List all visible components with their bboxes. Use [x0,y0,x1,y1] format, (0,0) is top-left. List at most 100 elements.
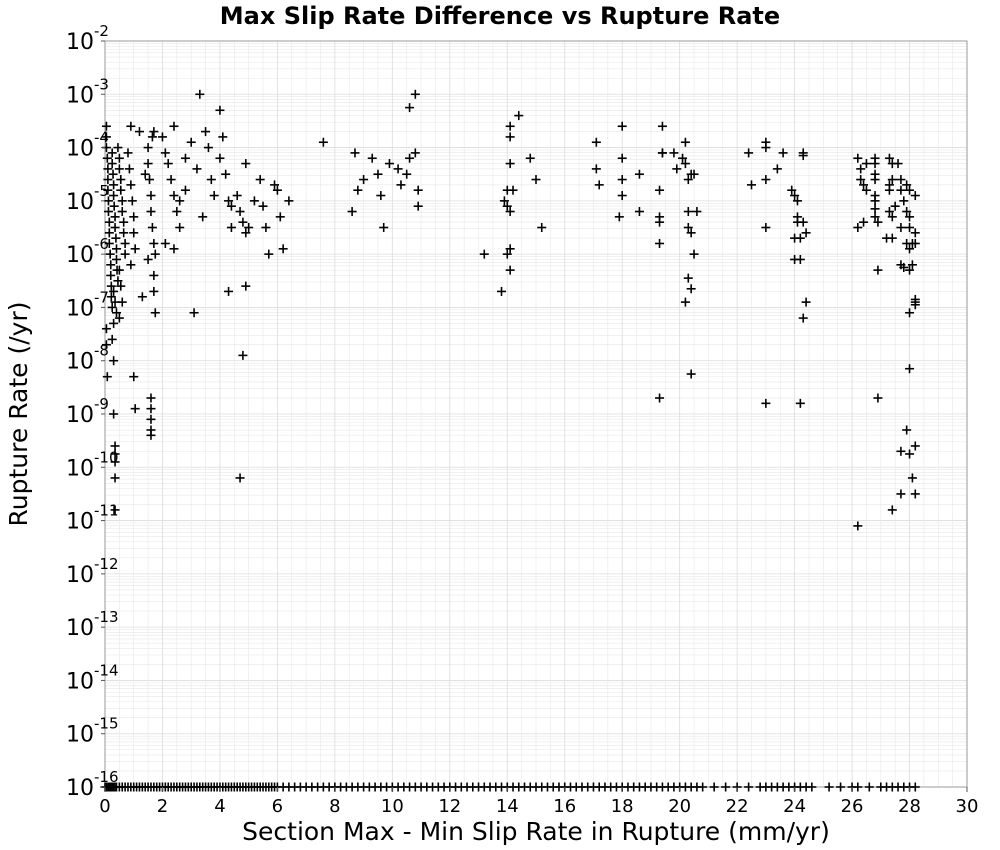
data-point [761,223,771,232]
x-tick-label: 6 [272,796,283,817]
data-point [744,782,754,792]
data-point [272,185,282,195]
data-point [238,350,248,360]
x-tick-label: 24 [783,796,806,817]
data-point [127,196,137,206]
data-point [686,228,696,238]
data-point [101,132,111,142]
data-point [896,185,906,195]
data-point [896,223,906,232]
data-point [905,223,915,232]
data-point [680,297,690,307]
data-point [669,148,679,158]
x-tick-label: 18 [611,796,634,817]
data-point [870,175,880,185]
data-point [505,121,515,131]
data-point [129,228,139,238]
data-point [120,249,130,259]
data-point [146,191,156,201]
data-point [111,254,121,264]
data-point [655,393,665,403]
y-tick-label: 10-7 [66,288,109,321]
data-point [110,212,120,222]
data-point [747,180,756,190]
data-point [261,223,271,232]
data-point [910,489,920,499]
data-point [870,212,880,222]
data-point [853,153,863,163]
data-point [105,249,115,259]
data-point [108,169,118,179]
data-point [902,425,912,435]
data-point [907,473,917,483]
data-point [166,175,176,185]
data-point [410,148,420,158]
data-point [859,217,869,227]
data-point [110,473,120,483]
data-point [910,238,920,248]
data-point [594,180,604,190]
x-tick-label: 10 [381,796,404,817]
data-point [255,175,265,185]
data-point [318,137,328,147]
data-point [101,324,111,334]
data-point [114,313,124,323]
data-point [149,238,159,248]
data-point [873,393,883,403]
data-point [235,473,245,483]
y-tick-label: 10-5 [66,182,109,215]
data-point [111,233,121,243]
data-point [284,196,294,206]
data-point [104,228,114,238]
data-point [410,89,420,99]
data-point [180,185,190,195]
data-point [853,782,863,792]
data-point [203,143,213,153]
x-tick-label: 16 [553,796,576,817]
data-point [709,782,719,792]
y-tick-label: 10-6 [66,235,109,268]
data-point [224,196,234,206]
data-point [836,782,846,792]
data-point [134,127,144,137]
data-point [683,273,693,283]
data-point [373,169,383,179]
data-point [109,356,119,366]
data-point [192,164,202,174]
data-point [801,228,811,238]
data-point [861,159,871,169]
data-point [147,132,157,142]
data-point [505,159,515,169]
data-point [201,127,211,137]
data-point [241,159,251,169]
data-point [479,249,489,259]
y-tick-label: 10-9 [66,395,109,428]
data-point [887,175,897,185]
data-point [149,286,159,296]
data-point [902,207,912,217]
data-point [146,404,156,414]
data-point [150,308,160,318]
data-point [111,244,121,254]
data-point [384,159,394,169]
data-point [103,196,113,206]
data-point [120,238,130,248]
data-point [103,185,113,195]
data-point [189,308,199,318]
data-point [103,164,113,174]
data-point [232,191,242,201]
data-point [107,148,117,158]
data-point [124,164,134,174]
data-point [413,201,423,211]
data-point [853,223,863,232]
data-point [195,89,205,99]
y-tick-label: 10-12 [66,555,119,588]
data-point [499,196,509,206]
data-point [824,782,834,792]
data-point [698,782,708,792]
data-point [505,265,515,275]
data-point [692,207,702,217]
grid [104,40,968,788]
data-point [209,191,219,201]
data-point [910,228,920,238]
